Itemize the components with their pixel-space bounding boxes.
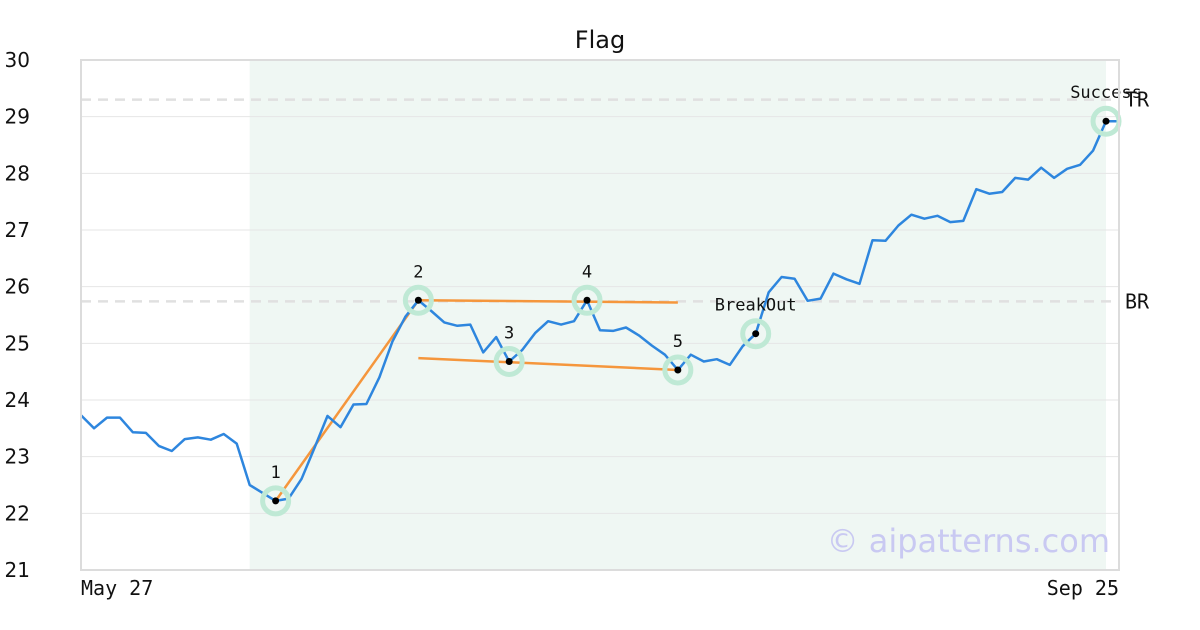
pattern-point — [414, 296, 422, 304]
pattern-point-halo — [402, 284, 434, 316]
pattern-line — [418, 356, 678, 372]
pattern-point — [505, 357, 513, 365]
pattern-points: 1 2 3 4 5 BreakOut Success — [260, 83, 1142, 517]
y-tick-label: 24 — [5, 388, 30, 412]
y-tick-label: 28 — [5, 161, 30, 185]
y-tick-label: 23 — [5, 445, 30, 469]
pattern-point — [674, 366, 682, 374]
y-tick-label: 30 — [5, 48, 30, 72]
reference-line-label: TR — [1125, 88, 1150, 112]
grid — [81, 116, 1119, 514]
y-tick-label: 21 — [5, 558, 30, 582]
pattern-point-halo — [662, 354, 694, 386]
price-line — [80, 119, 1119, 503]
pattern-point-halo — [260, 485, 292, 517]
pattern-point-label: 5 — [673, 332, 683, 352]
pattern-line — [274, 299, 420, 502]
reference-line-label: BR — [1125, 289, 1150, 313]
price-series — [80, 119, 1119, 503]
chart-background — [81, 60, 1119, 570]
y-tick-label: 29 — [5, 105, 30, 129]
pattern-point — [752, 330, 760, 338]
pattern-lines — [274, 299, 678, 502]
pattern-point — [583, 296, 591, 304]
plot-frame — [80, 59, 1120, 571]
pattern-point-halo — [493, 345, 525, 377]
pattern-point — [1102, 117, 1110, 125]
pattern-region-shade — [249, 60, 1107, 570]
pattern-point — [272, 497, 280, 505]
pattern-line — [418, 299, 678, 304]
y-tick-label: 27 — [5, 218, 30, 242]
pattern-point-label: Success — [1070, 83, 1142, 103]
pattern-point-label: BreakOut — [715, 296, 797, 316]
y-tick-label: 22 — [5, 501, 30, 525]
pattern-point-label: 4 — [582, 262, 592, 282]
pattern-point-label: 3 — [504, 323, 514, 343]
x-tick-label: May 27 — [81, 576, 153, 600]
pattern-point-label: 1 — [271, 463, 281, 483]
chart-title: Flag — [575, 26, 625, 54]
y-tick-label: 25 — [5, 331, 30, 355]
pattern-point-halo — [740, 318, 772, 350]
y-tick-label: 26 — [5, 275, 30, 299]
pattern-point-halo — [571, 284, 603, 316]
x-tick-label: Sep 25 — [1047, 576, 1119, 600]
pattern-point-label: 2 — [413, 262, 423, 282]
watermark: © aipatterns.com — [827, 522, 1110, 560]
